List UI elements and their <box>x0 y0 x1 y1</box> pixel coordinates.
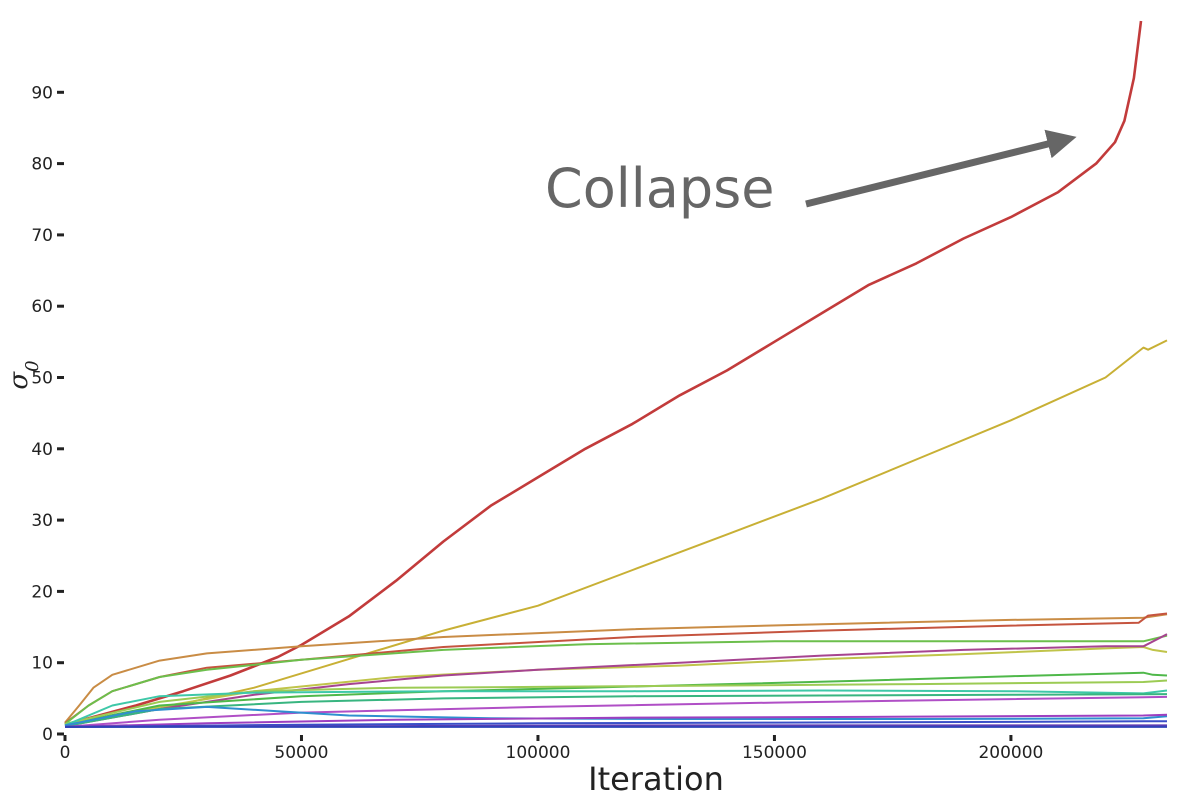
series-line-3 <box>64 613 1168 724</box>
x-tick-label: 200000 <box>978 743 1043 763</box>
series-line-12 <box>64 695 1168 728</box>
x-tick-label: 0 <box>60 743 71 763</box>
series-line-9 <box>64 679 1168 725</box>
series-line-15 <box>64 720 1168 728</box>
x-tick-label: 150000 <box>742 743 807 763</box>
y-tick-label: 80 <box>31 155 53 175</box>
collapse-arrow <box>805 129 1077 208</box>
y-axis-label: σ0 <box>4 360 43 389</box>
y-tick-label: 0 <box>42 725 53 745</box>
series-line-8 <box>64 671 1168 726</box>
y-tick-label: 10 <box>31 654 53 674</box>
x-axis-label: Iteration <box>588 760 724 794</box>
series-layer <box>64 20 1168 728</box>
x-tick-label: 100000 <box>506 743 571 763</box>
series-line-14 <box>64 713 1168 728</box>
series-line-7 <box>64 633 1168 728</box>
axes-layer: 0 10 20 30 40 50 60 70 80 90 0 50000 100000 150000 200… <box>31 83 1043 763</box>
y-tick-label: 20 <box>31 582 53 602</box>
y-tick-label: 50 <box>31 369 53 389</box>
series-line-5 <box>64 634 1168 725</box>
series-line-1 <box>64 20 1143 726</box>
series-line-10 <box>64 689 1168 727</box>
y-tick-label: 30 <box>31 511 53 531</box>
collapse-annotation: Collapse <box>545 157 774 220</box>
y-tick-label: 90 <box>31 83 53 103</box>
y-tick-label: 40 <box>31 440 53 460</box>
series-line-13 <box>64 705 1168 727</box>
y-tick-label: 60 <box>31 297 53 317</box>
y-tick-label: 70 <box>31 226 53 246</box>
x-tick-label: 50000 <box>274 743 328 763</box>
series-line-2 <box>64 339 1168 727</box>
